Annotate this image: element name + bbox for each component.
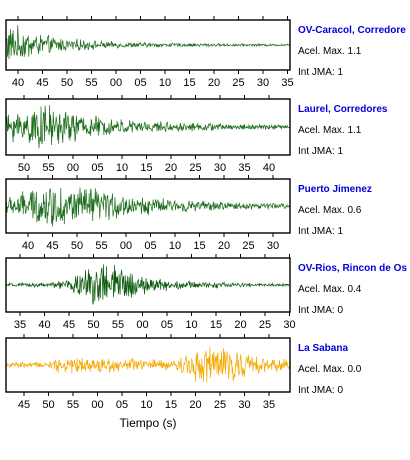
x-tick-label: 45: [46, 240, 58, 252]
x-tick-label: 00: [67, 162, 79, 174]
x-tick-label: 35: [281, 77, 293, 89]
x-tick-label: 05: [161, 319, 173, 331]
x-tick-label: 20: [234, 319, 246, 331]
station-name: OV-Rios, Rincon de Os: [298, 263, 407, 274]
x-tick-label: 10: [159, 77, 171, 89]
jma-intensity-label: Int JMA: 0: [298, 305, 343, 316]
x-tick-label: 10: [140, 399, 152, 411]
acel-max-label: Acel. Max. 1.1: [298, 125, 362, 136]
acel-max-label: Acel. Max. 0.4: [298, 284, 362, 295]
waveform-5: [5, 346, 291, 383]
x-tick-label: 15: [165, 399, 177, 411]
acel-max-label: Acel. Max. 0.6: [298, 205, 362, 216]
x-tick-label: 40: [12, 77, 24, 89]
x-tick-label: 05: [91, 162, 103, 174]
panel-4: 35 40 45 50 55 00 05 10 15 20 25 30 OV-Rios, Rincon …: [5, 254, 407, 331]
x-tick-label: 00: [120, 240, 132, 252]
x-tick-label: 55: [95, 240, 107, 252]
panel-frame: [5, 19, 291, 71]
x-tick-label: 30: [214, 162, 226, 174]
jma-intensity-label: Int JMA: 1: [298, 226, 343, 237]
x-tick-label: 30: [238, 399, 250, 411]
x-tick-label: 50: [87, 319, 99, 331]
panel-frame: [5, 257, 291, 313]
x-tick-label: 30: [267, 240, 279, 252]
x-tick-label: 00: [91, 399, 103, 411]
x-tick-label: 25: [189, 162, 201, 174]
acel-max-label: Acel. Max. 0.0: [298, 364, 362, 375]
waveform-3: [5, 187, 291, 227]
x-tick-label: 50: [71, 240, 83, 252]
x-tick-label: 15: [193, 240, 205, 252]
x-tick-label: 30: [257, 77, 269, 89]
x-tick-label: 35: [14, 319, 26, 331]
x-tick-label: 10: [169, 240, 181, 252]
panel-frame: [5, 337, 291, 393]
x-tick-label: 10: [185, 319, 197, 331]
x-tick-label: 40: [38, 319, 50, 331]
x-tick-label: 45: [18, 399, 30, 411]
acel-max-label: Acel. Max. 1.1: [298, 46, 362, 57]
panel-2: 50 55 00 05 10 15 20 25 30 35 40 Laurel, Corredores…: [5, 95, 388, 174]
x-tick-label: 55: [42, 162, 54, 174]
x-tick-label: 55: [67, 399, 79, 411]
x-tick-label: 35: [238, 162, 250, 174]
x-tick-label: 00: [110, 77, 122, 89]
x-tick-label: 25: [214, 399, 226, 411]
x-tick-label: 20: [208, 77, 220, 89]
x-tick-label: 50: [18, 162, 30, 174]
station-name: Laurel, Corredores: [298, 104, 388, 115]
jma-intensity-label: Int JMA: 1: [298, 146, 343, 157]
panel-frame: [5, 98, 291, 156]
x-tick-label: 25: [242, 240, 254, 252]
x-tick-label: 15: [183, 77, 195, 89]
x-tick-label: 50: [61, 77, 73, 89]
x-tick-label: 45: [63, 319, 75, 331]
x-tick-label: 55: [112, 319, 124, 331]
jma-intensity-label: Int JMA: 0: [298, 385, 343, 396]
station-name: OV-Caracol, Corredore: [298, 25, 406, 36]
waveform-4: [5, 264, 291, 305]
x-tick-label: 15: [210, 319, 222, 331]
x-tick-label: 20: [218, 240, 230, 252]
panel-3: 40 45 50 55 00 05 10 15 20 25 30 Puerto Jimenez Acel…: [5, 175, 372, 252]
station-name: Puerto Jimenez: [298, 184, 372, 195]
x-tick-label: 05: [134, 77, 146, 89]
x-tick-label: 15: [140, 162, 152, 174]
x-tick-label: 50: [42, 399, 54, 411]
x-tick-label: 05: [116, 399, 128, 411]
x-tick-label: 25: [232, 77, 244, 89]
panel-frame: [5, 178, 291, 234]
panel-1: 40 45 50 55 00 05 10 15 20 25 30 35 OV-Caracol, Corr…: [5, 16, 406, 89]
x-tick-label: 10: [116, 162, 128, 174]
x-tick-label: 35: [263, 399, 275, 411]
x-tick-label: 40: [263, 162, 275, 174]
panel-5: 45 50 55 00 05 10 15 20 25 30 35 La Sabana Acel. Max…: [5, 334, 362, 411]
x-tick-label: 30: [283, 319, 295, 331]
x-tick-label: 40: [22, 240, 34, 252]
x-axis-label: Tiempo (s): [120, 416, 177, 430]
jma-intensity-label: Int JMA: 1: [298, 67, 343, 78]
x-tick-label: 05: [144, 240, 156, 252]
x-tick-label: 20: [189, 399, 201, 411]
x-tick-label: 45: [36, 77, 48, 89]
station-name: La Sabana: [298, 343, 348, 354]
x-tick-label: 55: [85, 77, 97, 89]
x-tick-label: 25: [259, 319, 271, 331]
x-tick-label: 20: [165, 162, 177, 174]
waveform-1: [5, 25, 291, 60]
x-tick-label: 00: [136, 319, 148, 331]
waveform-2: [5, 105, 291, 149]
